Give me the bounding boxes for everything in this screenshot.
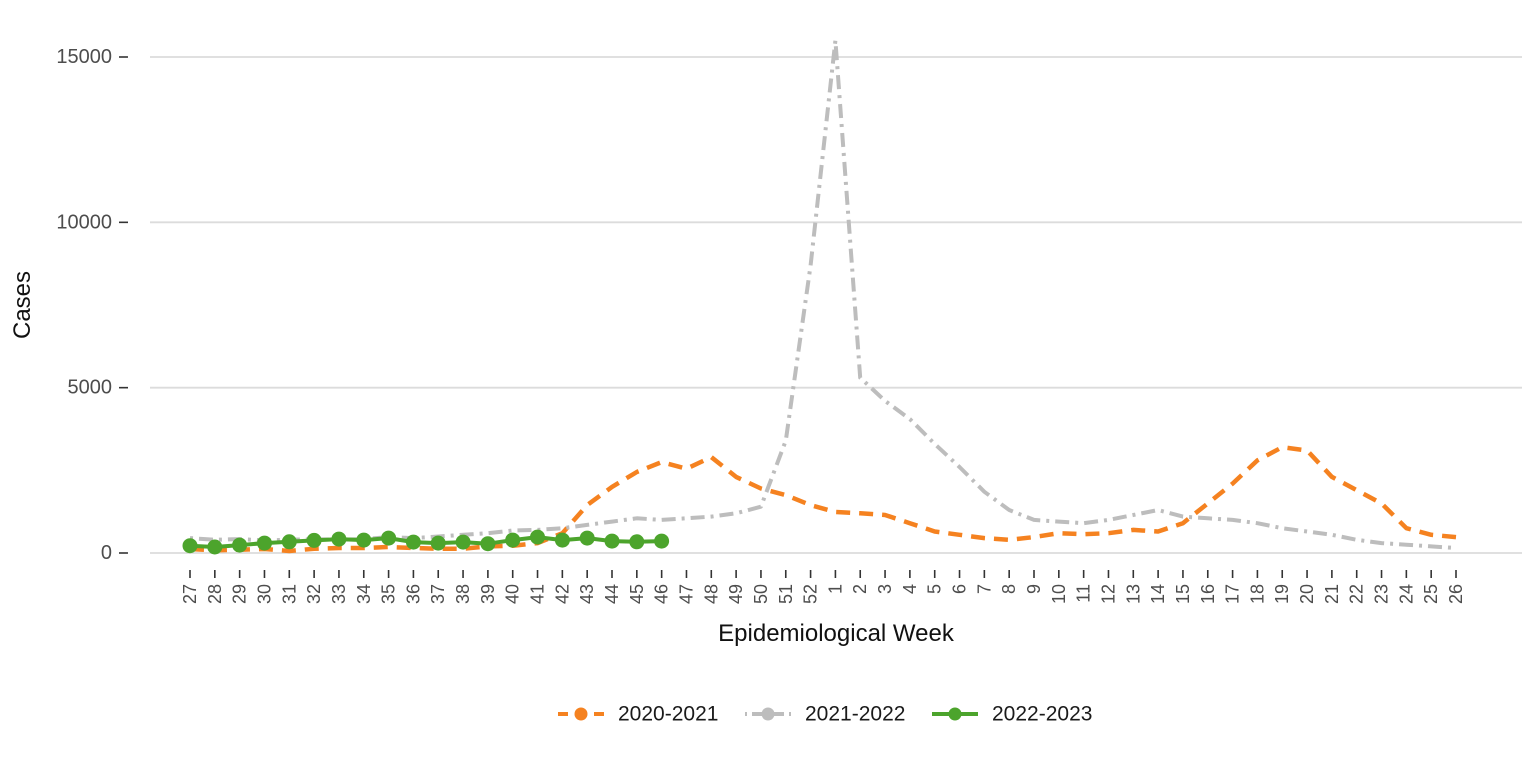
x-tick-label: 10	[1049, 584, 1069, 604]
x-tick-label: 29	[230, 584, 250, 604]
data-point-marker-2022-2023	[207, 539, 223, 555]
x-tick-label: 49	[726, 584, 746, 604]
y-tick-label: 10000	[56, 211, 112, 233]
x-tick-label: 42	[552, 584, 572, 604]
x-tick-label: 22	[1347, 584, 1367, 604]
data-point-marker-2022-2023	[554, 532, 570, 548]
x-tick-label: 5	[925, 584, 945, 594]
x-tick-label: 39	[478, 584, 498, 604]
x-tick-label: 6	[950, 584, 970, 594]
series-layer	[182, 38, 1457, 555]
x-tick-label: 25	[1421, 584, 1441, 604]
x-tick-label: 50	[751, 584, 771, 604]
y-axis-tick-labels: 0 5000 10000 15000	[56, 46, 112, 564]
x-tick-label: 41	[528, 584, 548, 604]
x-tick-label: 46	[652, 584, 672, 604]
x-tick-label: 23	[1372, 584, 1392, 604]
data-point-marker-2022-2023	[405, 534, 421, 550]
data-point-marker-2022-2023	[430, 535, 446, 551]
x-tick-label: 9	[1024, 584, 1044, 594]
x-tick-label: 3	[875, 584, 895, 594]
legend-item-2020-2021: 2020-2021	[558, 703, 718, 726]
x-tick-label: 19	[1272, 584, 1292, 604]
x-tick-label: 8	[999, 584, 1019, 594]
x-tick-label: 36	[403, 584, 423, 604]
data-point-marker-2022-2023	[306, 532, 322, 548]
x-tick-label: 13	[1123, 584, 1143, 604]
x-tick-label: 21	[1322, 584, 1342, 604]
data-point-marker-2022-2023	[604, 533, 620, 549]
data-point-marker-2022-2023	[182, 538, 198, 554]
x-tick-label: 43	[577, 584, 597, 604]
legend-item-2022-2023: 2022-2023	[932, 703, 1092, 726]
legend-key-point-2020-2021	[574, 707, 588, 721]
data-point-marker-2022-2023	[331, 531, 347, 547]
data-point-marker-2022-2023	[281, 534, 297, 550]
x-axis-ticks	[189, 570, 1457, 578]
data-point-marker-2022-2023	[480, 536, 496, 552]
data-point-marker-2022-2023	[505, 532, 521, 548]
x-tick-label: 18	[1247, 584, 1267, 604]
x-axis-tick-labels: 27 28 29 30 31 32 33 34 35 36 37 38 39 40 41 42 43 44 45 46…	[180, 584, 1466, 604]
x-tick-label: 12	[1098, 584, 1118, 604]
x-tick-label: 28	[205, 584, 225, 604]
y-axis-title: Cases	[9, 271, 36, 339]
x-tick-label: 24	[1396, 584, 1416, 604]
data-point-marker-2022-2023	[530, 529, 545, 545]
x-tick-label: 35	[379, 584, 399, 604]
data-point-marker-2022-2023	[232, 537, 248, 553]
legend-label-2021-2022: 2021-2022	[805, 703, 905, 726]
x-tick-label: 1	[825, 584, 845, 594]
series-line-2020-2021	[189, 444, 1457, 554]
x-tick-label: 47	[676, 584, 696, 604]
x-tick-label: 7	[974, 584, 994, 594]
legend-label-2020-2021: 2020-2021	[618, 703, 718, 726]
x-tick-label: 37	[428, 584, 448, 604]
data-point-marker-2022-2023	[356, 532, 372, 548]
y-axis-ticks	[119, 56, 128, 554]
x-axis-title: Epidemiological Week	[718, 620, 955, 647]
x-tick-label: 27	[180, 584, 200, 604]
data-point-marker-2022-2023	[629, 534, 645, 550]
x-tick-label: 20	[1297, 584, 1317, 604]
x-tick-label: 38	[453, 584, 473, 604]
x-tick-label: 48	[701, 584, 721, 604]
data-point-marker-2022-2023	[381, 530, 397, 546]
x-tick-label: 31	[279, 584, 299, 604]
data-point-marker-2022-2023	[579, 530, 595, 546]
x-tick-label: 15	[1173, 584, 1193, 604]
gridlines	[150, 56, 1522, 554]
x-tick-label: 11	[1074, 584, 1094, 603]
legend: 2020-2021 2021-2022 2022-2023	[558, 703, 1092, 726]
y-tick-label: 5000	[68, 377, 113, 399]
data-point-marker-2022-2023	[654, 533, 670, 549]
x-tick-label: 52	[801, 584, 821, 604]
x-tick-label: 32	[304, 584, 324, 604]
x-tick-label: 30	[254, 584, 274, 604]
data-point-marker-2022-2023	[455, 534, 471, 550]
x-tick-label: 45	[627, 584, 647, 604]
legend-key-point-2021-2022	[761, 707, 775, 721]
data-point-marker-2022-2023	[257, 535, 272, 551]
x-tick-label: 16	[1198, 584, 1218, 604]
x-tick-label: 44	[602, 584, 622, 604]
x-tick-label: 4	[900, 584, 920, 594]
y-tick-label: 0	[101, 542, 112, 564]
legend-label-2022-2023: 2022-2023	[992, 703, 1092, 726]
x-tick-label: 33	[329, 584, 349, 604]
series-line-2021-2022	[189, 38, 1457, 550]
x-tick-label: 14	[1148, 584, 1168, 604]
legend-item-2021-2022: 2021-2022	[745, 703, 905, 726]
x-tick-label: 51	[776, 584, 796, 604]
y-tick-label: 15000	[56, 46, 112, 68]
x-tick-label: 2	[850, 584, 870, 594]
x-tick-label: 26	[1446, 584, 1466, 604]
x-tick-label: 34	[354, 584, 374, 604]
x-tick-label: 17	[1223, 584, 1243, 604]
x-tick-label: 40	[503, 584, 523, 604]
legend-key-point-2022-2023	[948, 707, 962, 721]
